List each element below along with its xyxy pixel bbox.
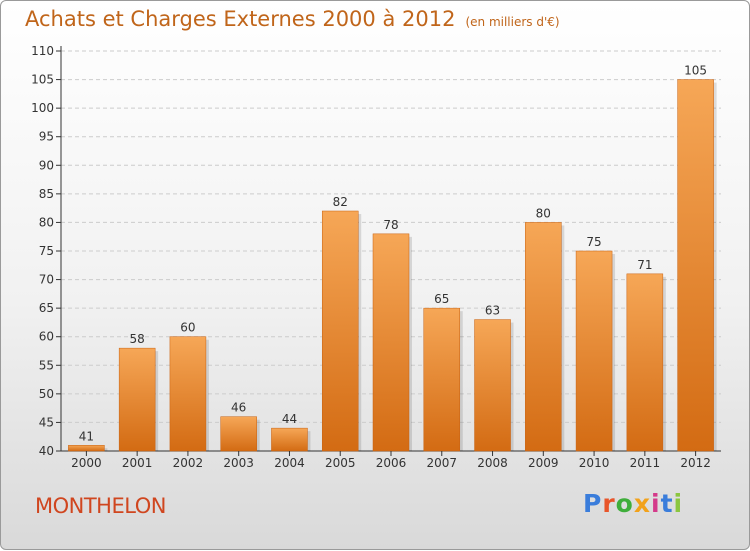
logo-letter: r <box>602 489 616 518</box>
x-tick-label: 2010 <box>579 456 610 470</box>
y-tick-label: 60 <box>39 330 54 344</box>
bar <box>68 445 105 452</box>
data-label: 63 <box>485 304 500 318</box>
bar <box>220 416 257 452</box>
data-label: 80 <box>536 206 551 220</box>
x-tick-label: 2005 <box>325 456 356 470</box>
bar <box>271 427 308 452</box>
y-tick-label: 110 <box>31 44 54 58</box>
y-tick-label: 50 <box>39 387 54 401</box>
commune-name: MONTHELON <box>35 494 166 518</box>
x-tick-label: 2006 <box>376 456 407 470</box>
y-tick-label: 80 <box>39 215 54 229</box>
y-tick-label: 100 <box>31 101 54 115</box>
logo-letter: o <box>615 489 634 518</box>
bar <box>169 336 207 452</box>
chart-title: Achats et Charges Externes 2000 à 2012 (e… <box>25 7 560 31</box>
unit-label: (en milliers d'€) <box>465 15 560 29</box>
data-label: 105 <box>684 64 707 78</box>
data-label: 78 <box>383 218 398 232</box>
logo-letter: i <box>673 489 684 518</box>
y-tick-label: 65 <box>39 301 54 315</box>
y-tick-label: 45 <box>39 415 54 429</box>
bar <box>677 79 714 452</box>
x-tick-label: 2008 <box>477 456 508 470</box>
bar <box>423 307 461 452</box>
data-label: 82 <box>333 195 348 209</box>
x-tick-label: 2004 <box>274 456 305 470</box>
data-label: 46 <box>231 401 246 415</box>
x-tick-label: 2011 <box>630 456 661 470</box>
y-tick-label: 95 <box>39 130 54 144</box>
bar <box>118 347 156 452</box>
y-tick-label: 70 <box>39 273 54 287</box>
y-tick-label: 90 <box>39 158 54 172</box>
logo-letter: t <box>660 489 674 518</box>
x-tick-label: 2009 <box>528 456 559 470</box>
y-tick-label: 40 <box>39 444 54 458</box>
y-tick-label: 55 <box>39 358 54 372</box>
y-tick-label: 75 <box>39 244 54 258</box>
logo-letter: x <box>633 489 651 518</box>
data-label: 58 <box>130 332 145 346</box>
x-tick-label: 2012 <box>680 456 711 470</box>
bar <box>372 233 410 452</box>
bar <box>321 210 359 452</box>
data-label: 71 <box>637 258 652 272</box>
data-label: 75 <box>586 235 601 249</box>
x-tick-label: 2007 <box>426 456 457 470</box>
logo-letter: P <box>583 489 603 518</box>
x-tick-label: 2000 <box>71 456 102 470</box>
data-label: 44 <box>282 412 297 426</box>
bar <box>575 250 613 452</box>
x-tick-label: 2001 <box>122 456 153 470</box>
y-tick-label: 85 <box>39 187 54 201</box>
y-tick-label: 105 <box>31 73 54 87</box>
bar <box>474 319 511 452</box>
data-label: 65 <box>434 292 449 306</box>
x-tick-label: 2002 <box>173 456 204 470</box>
x-tick-label: 2003 <box>223 456 254 470</box>
title-text: Achats et Charges Externes 2000 à 2012 <box>25 7 456 31</box>
proxiti-logo: Proxiti <box>583 489 683 518</box>
data-label: 60 <box>180 321 195 335</box>
data-label: 41 <box>79 429 94 443</box>
bar <box>626 273 664 452</box>
logo-letter: i <box>651 489 661 518</box>
bar <box>525 222 562 452</box>
